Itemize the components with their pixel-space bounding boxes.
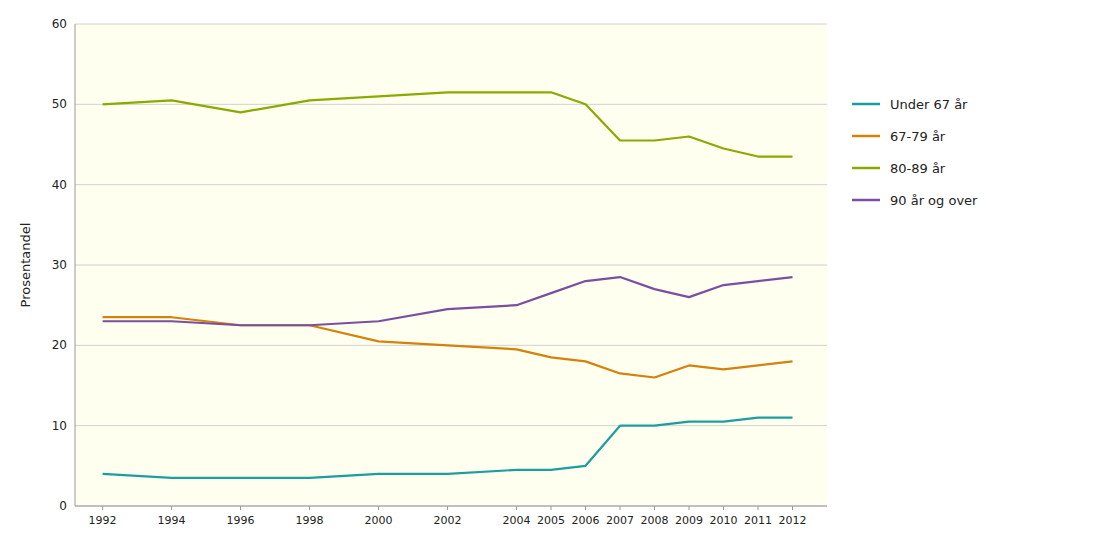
- x-tick: [171, 506, 172, 510]
- grid-line: [75, 184, 827, 185]
- x-tick: [620, 506, 621, 510]
- series-line: [103, 317, 793, 377]
- x-tick-label: 1996: [227, 514, 255, 527]
- legend: Under 67 år 67-79 år 80-89 år 90 år og over: [852, 97, 978, 208]
- legend-swatch: [852, 135, 880, 138]
- chart: 0 10 20 30 40 50 60 1992 1994 1996 1998 2000 2002 200…: [0, 0, 1117, 558]
- legend-label: Under 67 år: [890, 97, 968, 112]
- y-tick-label: 30: [52, 258, 67, 272]
- x-tick-label: 2005: [537, 514, 565, 527]
- x-tick-label: 2008: [641, 514, 669, 527]
- legend-swatch: [852, 103, 880, 106]
- x-tick-label: 2010: [710, 514, 738, 527]
- x-tick: [309, 506, 310, 510]
- x-tick: [689, 506, 690, 510]
- y-axis-label: Prosentandel: [18, 223, 33, 308]
- grid-line: [75, 265, 827, 266]
- series-line: [103, 92, 793, 156]
- y-tick-label: 50: [52, 97, 67, 111]
- x-tick: [447, 506, 448, 510]
- legend-label: 90 år og over: [890, 193, 978, 208]
- y-axis-line: [75, 24, 76, 506]
- x-tick-label: 1998: [296, 514, 324, 527]
- legend-label: 80-89 år: [890, 161, 946, 176]
- axes: 0 10 20 30 40 50 60 1992 1994 1996 1998 2000 2002 200…: [52, 17, 827, 527]
- x-axis-line: [75, 506, 827, 507]
- y-tick-label: 10: [52, 419, 67, 433]
- grid-line: [75, 24, 827, 25]
- legend-swatch: [852, 199, 880, 202]
- x-tick-label: 2007: [606, 514, 634, 527]
- x-tick: [723, 506, 724, 510]
- x-tick: [240, 506, 241, 510]
- y-tick-label: 40: [52, 178, 67, 192]
- x-tick-label: 1994: [158, 514, 186, 527]
- x-tick-label: 2011: [744, 514, 772, 527]
- x-tick-label: 2002: [434, 514, 462, 527]
- x-tick: [102, 506, 103, 510]
- y-tick-label: 0: [59, 499, 67, 513]
- x-tick: [758, 506, 759, 510]
- legend-label: 67-79 år: [890, 129, 946, 144]
- x-tick-label: 2006: [572, 514, 600, 527]
- x-tick: [654, 506, 655, 510]
- x-tick: [551, 506, 552, 510]
- x-tick: [585, 506, 586, 510]
- series-line: [103, 418, 793, 478]
- x-tick-label: 2000: [365, 514, 393, 527]
- x-tick-label: 1992: [89, 514, 117, 527]
- x-tick-label: 2004: [503, 514, 531, 527]
- y-tick-label: 60: [52, 17, 67, 31]
- x-tick: [378, 506, 379, 510]
- legend-swatch: [852, 167, 880, 170]
- grid-line: [75, 506, 827, 507]
- plot-background: [75, 24, 827, 506]
- x-tick-label: 2012: [779, 514, 807, 527]
- x-tick: [792, 506, 793, 510]
- y-tick-label: 20: [52, 338, 67, 352]
- chart-container: 0 10 20 30 40 50 60 1992 1994 1996 1998 2000 2002 200…: [0, 0, 1117, 558]
- series-line: [103, 277, 793, 325]
- x-tick: [516, 506, 517, 510]
- grid-line: [75, 425, 827, 426]
- x-tick-label: 2009: [675, 514, 703, 527]
- grid: [75, 24, 827, 506]
- lines: [103, 92, 793, 478]
